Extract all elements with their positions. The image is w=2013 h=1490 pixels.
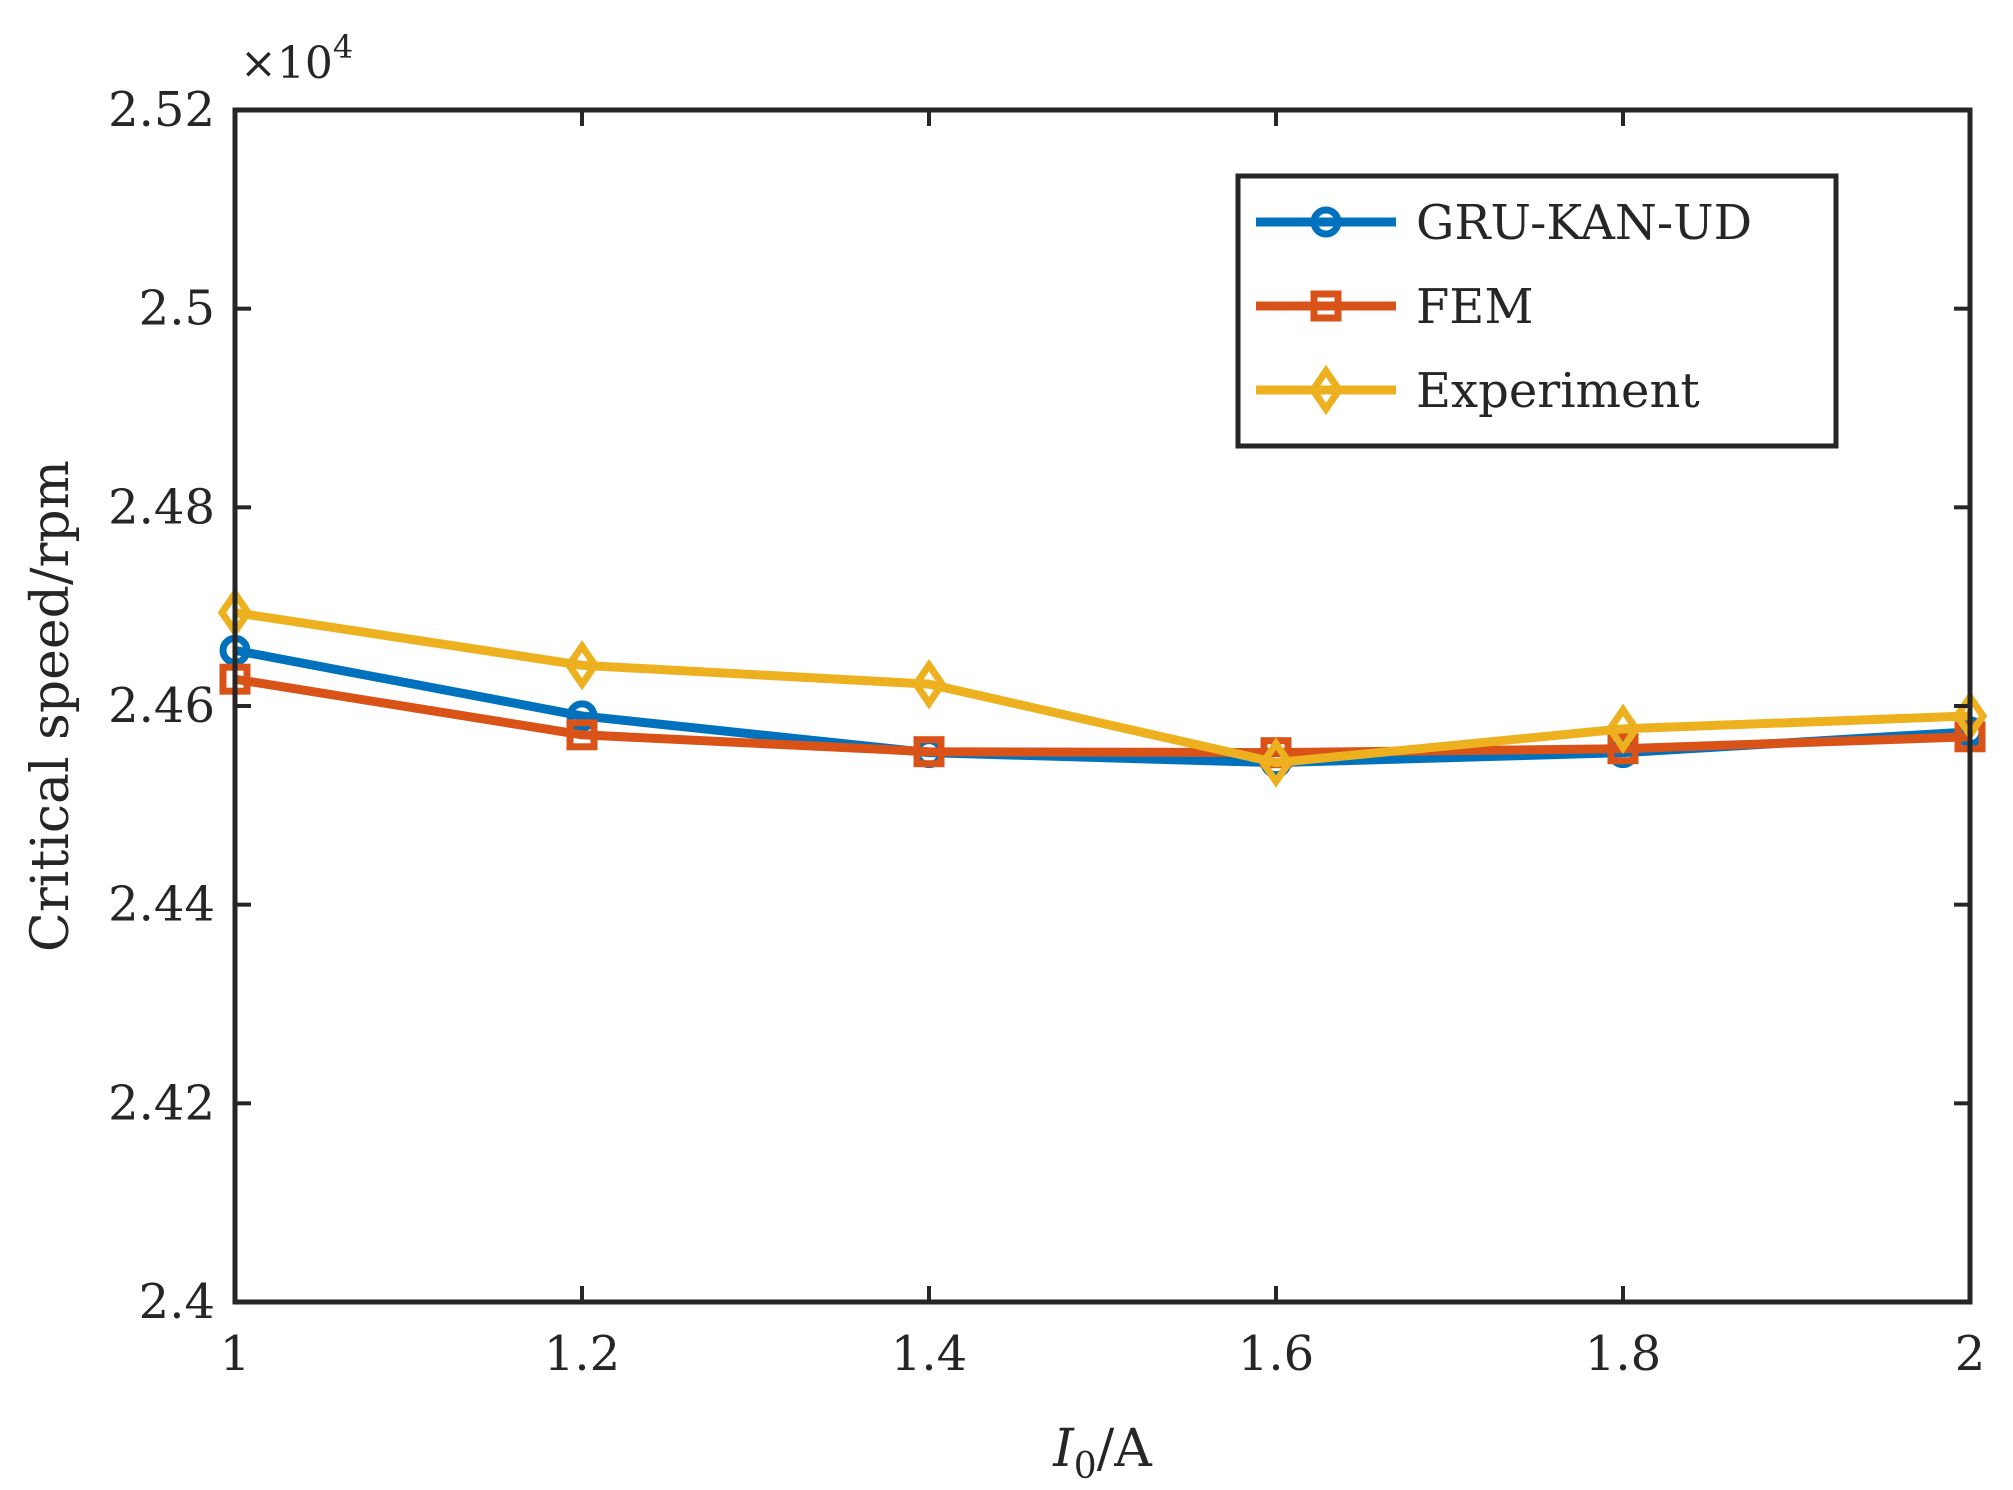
x-tick-label: 1.2 (544, 1326, 620, 1382)
y-tick-label: 2.5 (139, 281, 215, 337)
data-point-experiment (1258, 737, 1294, 788)
legend-marker (1310, 290, 1342, 322)
legend-label: FEM (1416, 279, 1534, 335)
y-tick-label: 2.48 (108, 479, 215, 535)
x-tick-label: 1.4 (891, 1326, 967, 1382)
series-experiment (217, 587, 1988, 788)
legend-item-gru-kan-ud: GRU-KAN-UD (1256, 195, 1752, 251)
x-axis-title: I0/A (1052, 1419, 1153, 1487)
x-tick-label: 1 (220, 1326, 251, 1382)
data-point-fem (1607, 733, 1639, 765)
data-point-experiment (911, 658, 947, 710)
data-point-experiment (564, 640, 600, 691)
data-layer (217, 587, 1988, 788)
ticks-layer: 1 1.2 1.4 1.6 1.8 2 2.4 2.42 2.44 2.46 2.48 2.5 2.52 (108, 82, 1985, 1382)
x-tick-label: 1.8 (1585, 1326, 1661, 1382)
data-point-gru-kan-ud (566, 700, 598, 732)
legend-marker (1310, 206, 1342, 238)
y-axis-title: Critical speed/rpm (21, 460, 81, 952)
x-tick-label: 1.6 (1238, 1326, 1314, 1382)
y-axis-exponent: ×104 (240, 28, 353, 89)
y-tick-label: 2.4 (139, 1274, 215, 1330)
y-tick-label: 2.46 (108, 678, 215, 734)
data-point-experiment (1605, 703, 1641, 755)
legend-item-experiment: Experiment (1256, 363, 1700, 419)
y-tick-label: 2.42 (108, 1075, 215, 1131)
data-point-fem (566, 719, 598, 751)
legend-marker (1308, 364, 1344, 416)
data-point-fem (913, 736, 945, 768)
legend: GRU-KAN-UD FEM Experiment (1235, 173, 1839, 449)
legend-label: Experiment (1416, 363, 1700, 419)
y-tick-label: 2.52 (108, 82, 215, 138)
y-tick-label: 2.44 (108, 877, 215, 933)
legend-item-fem: FEM (1256, 279, 1534, 335)
legend-label: GRU-KAN-UD (1416, 195, 1752, 251)
series-line-fem (234, 674, 1971, 758)
x-tick-label: 2 (1955, 1326, 1986, 1382)
series-line-experiment (234, 608, 1971, 768)
